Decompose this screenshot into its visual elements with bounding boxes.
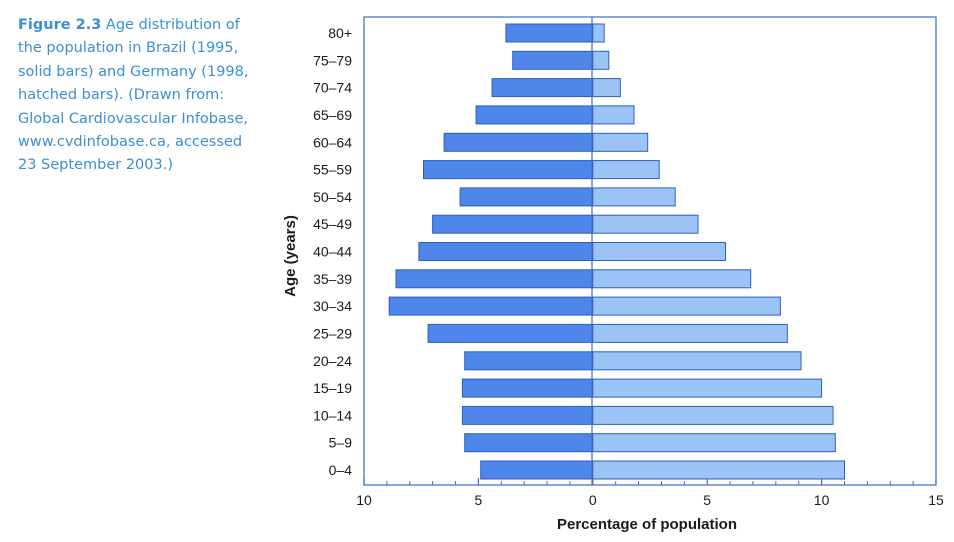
x-tick-label: 0: [589, 492, 597, 508]
right-bar: [592, 405, 834, 425]
right-bar: [592, 23, 605, 43]
left-bar: [505, 23, 594, 43]
right-bar: [592, 78, 621, 98]
y-tick-label: 45–49: [313, 216, 352, 232]
x-ticks-group: 10 5 0 5 10 15: [356, 478, 944, 508]
right-bar: [592, 433, 836, 453]
y-tick-label: 25–29: [313, 325, 352, 341]
y-tick-label: 35–39: [313, 271, 352, 287]
right-bar: [592, 323, 788, 343]
left-bar: [459, 187, 594, 207]
right-bar: [592, 460, 845, 480]
y-tick-label: 15–19: [313, 380, 352, 396]
x-tick-label: 15: [928, 492, 944, 508]
left-bar: [443, 132, 594, 152]
y-tick-label: 50–54: [313, 189, 352, 205]
bars-group: [388, 23, 845, 480]
x-axis-title: Percentage of population: [557, 516, 737, 533]
x-tick-label: 10: [356, 492, 372, 508]
left-bar: [491, 78, 594, 98]
right-bar: [592, 269, 752, 289]
y-tick-label: 40–44: [313, 244, 352, 260]
y-tick-label: 0–4: [329, 462, 353, 478]
x-tick-label: 5: [703, 492, 711, 508]
y-axis-title: Age (years): [282, 215, 299, 297]
left-bar: [418, 242, 594, 261]
right-bar: [592, 296, 781, 316]
y-labels-group: 0–4 5–9 10–14 15–19 20–24 25–29 30–34 35–39 40–4…: [313, 25, 352, 478]
left-bar: [461, 378, 594, 398]
right-bar: [592, 50, 610, 70]
x-tick-label: 10: [814, 492, 830, 508]
left-bar: [464, 433, 594, 453]
figure-number: Figure 2.3: [18, 17, 102, 33]
y-tick-label: 70–74: [313, 80, 352, 96]
left-bar: [480, 460, 594, 480]
y-tick-label: 10–14: [313, 407, 352, 423]
y-tick-label: 20–24: [313, 353, 352, 369]
right-bar: [592, 214, 699, 234]
left-bar: [427, 323, 594, 343]
y-tick-label: 55–59: [313, 162, 352, 178]
right-bar: [592, 105, 635, 125]
y-tick-label: 30–34: [313, 298, 352, 314]
left-bar: [512, 50, 594, 70]
left-bar: [432, 214, 594, 234]
right-bar: [592, 242, 726, 261]
x-tick-label: 5: [475, 492, 483, 508]
y-tick-label: 5–9: [329, 435, 353, 451]
caption-text: Age distribution of the population in Br…: [18, 17, 249, 174]
y-tick-label: 65–69: [313, 107, 352, 123]
left-bar: [388, 296, 594, 316]
left-bar: [461, 405, 594, 425]
right-bar: [592, 160, 660, 180]
right-bar: [592, 351, 802, 371]
y-tick-label: 60–64: [313, 134, 352, 150]
left-bar: [475, 105, 594, 125]
left-bar: [395, 269, 594, 289]
right-bar: [592, 378, 823, 398]
y-tick-label: 80+: [328, 25, 352, 41]
right-bar: [592, 187, 676, 207]
figure-caption: Figure 2.3 Age distribution of the popul…: [18, 14, 258, 178]
right-bar: [592, 132, 649, 152]
left-bar: [423, 160, 594, 180]
y-tick-label: 75–79: [313, 52, 352, 68]
left-bar: [464, 351, 594, 371]
